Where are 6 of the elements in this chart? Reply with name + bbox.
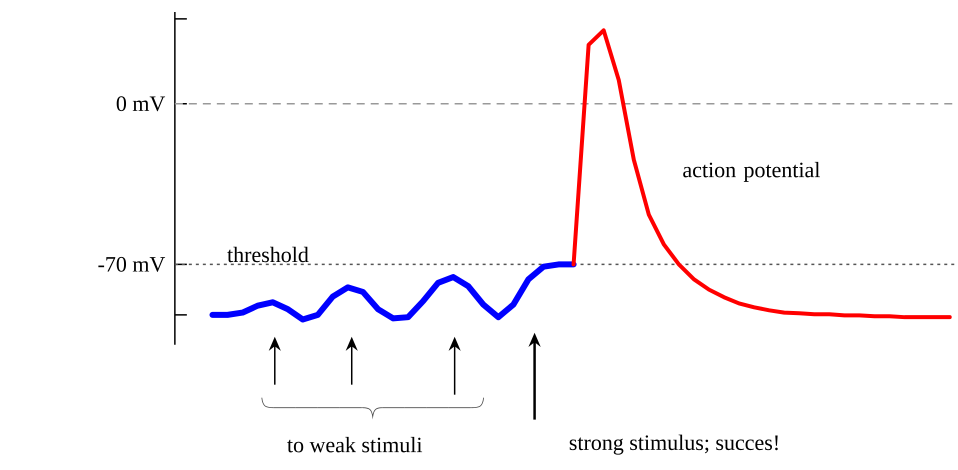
ref-line-label: threshold bbox=[227, 246, 309, 262]
y-tick-label: -70 mV bbox=[98, 257, 166, 272]
y-tick-label: 0 mV bbox=[116, 96, 166, 112]
text: strong stimulus; succes! bbox=[570, 434, 778, 455]
annotation: action potential bbox=[683, 162, 820, 182]
text: to weak stimuli bbox=[287, 437, 422, 453]
